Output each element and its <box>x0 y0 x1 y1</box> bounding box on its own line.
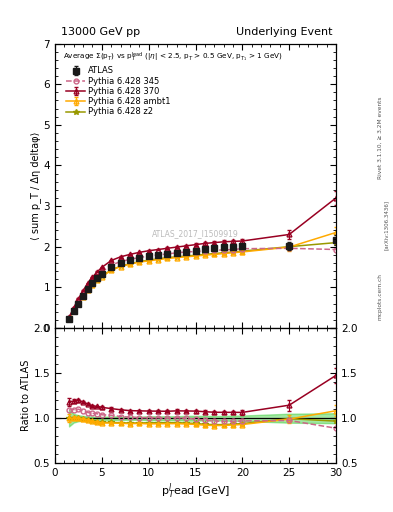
Pythia 6.428 z2 <box>165 254 170 261</box>
Text: Rivet 3.1.10, ≥ 3.2M events: Rivet 3.1.10, ≥ 3.2M events <box>378 97 383 180</box>
Pythia 6.428 345 <box>334 246 338 252</box>
Pythia 6.428 345 <box>109 262 114 268</box>
Text: 13000 GeV pp: 13000 GeV pp <box>61 27 140 37</box>
Pythia 6.428 z2 <box>99 273 104 280</box>
Pythia 6.428 z2 <box>137 259 142 265</box>
Line: Pythia 6.428 345: Pythia 6.428 345 <box>67 246 338 321</box>
Pythia 6.428 345 <box>72 306 76 312</box>
Pythia 6.428 z2 <box>287 244 292 250</box>
X-axis label: p$_T^l$ead [GeV]: p$_T^l$ead [GeV] <box>161 481 230 501</box>
Pythia 6.428 z2 <box>109 267 114 273</box>
Pythia 6.428 345 <box>137 254 142 261</box>
Text: ATLAS_2017_I1509919: ATLAS_2017_I1509919 <box>152 229 239 239</box>
Pythia 6.428 z2 <box>156 256 160 262</box>
Pythia 6.428 z2 <box>118 263 123 269</box>
Pythia 6.428 z2 <box>184 253 189 259</box>
Pythia 6.428 345 <box>85 284 90 290</box>
Pythia 6.428 z2 <box>90 282 95 288</box>
Pythia 6.428 z2 <box>174 254 179 260</box>
Pythia 6.428 345 <box>76 298 81 304</box>
Pythia 6.428 z2 <box>231 249 235 255</box>
Pythia 6.428 z2 <box>221 250 226 256</box>
Pythia 6.428 345 <box>156 252 160 258</box>
Pythia 6.428 345 <box>95 273 99 279</box>
Pythia 6.428 345 <box>174 250 179 256</box>
Y-axis label: ⟨ sum p_T / Δη deltaφ⟩: ⟨ sum p_T / Δη deltaφ⟩ <box>30 132 41 240</box>
Pythia 6.428 z2 <box>67 316 72 322</box>
Pythia 6.428 z2 <box>202 251 207 258</box>
Text: Underlying Event: Underlying Event <box>235 27 332 37</box>
Pythia 6.428 z2 <box>72 308 76 314</box>
Line: Pythia 6.428 z2: Pythia 6.428 z2 <box>66 240 339 322</box>
Pythia 6.428 z2 <box>212 250 217 257</box>
Text: mcplots.cern.ch: mcplots.cern.ch <box>378 273 383 321</box>
Pythia 6.428 345 <box>128 256 132 262</box>
Pythia 6.428 z2 <box>334 240 338 246</box>
Pythia 6.428 345 <box>165 251 170 257</box>
Pythia 6.428 345 <box>146 253 151 259</box>
Pythia 6.428 z2 <box>128 261 132 267</box>
Pythia 6.428 z2 <box>81 293 86 300</box>
Pythia 6.428 z2 <box>146 257 151 263</box>
Pythia 6.428 345 <box>287 245 292 251</box>
Y-axis label: Ratio to ATLAS: Ratio to ATLAS <box>21 360 31 431</box>
Pythia 6.428 345 <box>212 247 217 253</box>
Pythia 6.428 345 <box>118 259 123 265</box>
Pythia 6.428 345 <box>231 246 235 252</box>
Pythia 6.428 345 <box>240 246 245 252</box>
Pythia 6.428 z2 <box>85 287 90 293</box>
Pythia 6.428 345 <box>81 291 86 297</box>
Pythia 6.428 345 <box>193 248 198 254</box>
Pythia 6.428 z2 <box>76 301 81 307</box>
Legend: ATLAS, Pythia 6.428 345, Pythia 6.428 370, Pythia 6.428 ambt1, Pythia 6.428 z2: ATLAS, Pythia 6.428 345, Pythia 6.428 37… <box>65 65 172 118</box>
Text: Average $\Sigma$(p$_T$) vs p$_T^{\rm lead}$ ($|\eta|$ < 2.5, p$_T$ > 0.5 GeV, p$: Average $\Sigma$(p$_T$) vs p$_T^{\rm lea… <box>63 51 283 64</box>
Text: [arXiv:1306.3436]: [arXiv:1306.3436] <box>384 200 388 250</box>
Pythia 6.428 345 <box>90 278 95 284</box>
Pythia 6.428 z2 <box>95 278 99 284</box>
Pythia 6.428 345 <box>221 247 226 253</box>
Pythia 6.428 345 <box>202 248 207 254</box>
Pythia 6.428 z2 <box>240 248 245 254</box>
Pythia 6.428 z2 <box>193 252 198 258</box>
Pythia 6.428 345 <box>99 269 104 275</box>
Pythia 6.428 345 <box>184 249 189 255</box>
Pythia 6.428 345 <box>67 315 72 321</box>
